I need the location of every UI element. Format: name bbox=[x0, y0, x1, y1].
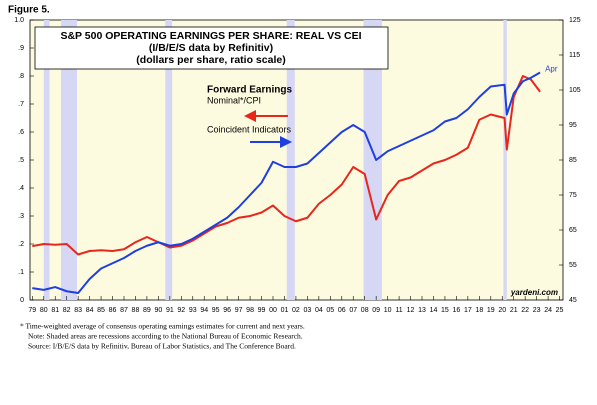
x-tick-label: 96 bbox=[223, 307, 231, 314]
x-tick-label: 14 bbox=[430, 307, 438, 314]
x-tick-label: 20 bbox=[498, 307, 506, 314]
y-tick-label: .8 bbox=[18, 73, 24, 80]
chart-subtitle: (I/B/E/S data by Refinitiv) bbox=[149, 42, 273, 54]
x-tick-label: 15 bbox=[441, 307, 449, 314]
x-tick-label: 79 bbox=[28, 307, 36, 314]
legend-label: Coincident Indicators bbox=[207, 124, 292, 134]
x-tick-label: 01 bbox=[281, 307, 289, 314]
x-tick-label: 19 bbox=[487, 307, 495, 314]
x-tick-label: 92 bbox=[177, 307, 185, 314]
x-tick-label: 81 bbox=[51, 307, 59, 314]
x-tick-label: 99 bbox=[258, 307, 266, 314]
y-tick-label: .5 bbox=[18, 157, 24, 164]
recession-band bbox=[165, 20, 173, 300]
y-tick-label: .2 bbox=[18, 241, 24, 248]
y2-tick-label: 45 bbox=[569, 297, 577, 304]
x-tick-label: 07 bbox=[349, 307, 357, 314]
x-tick-label: 98 bbox=[246, 307, 254, 314]
y-tick-label: .9 bbox=[18, 45, 24, 52]
y2-tick-label: 85 bbox=[569, 157, 577, 164]
x-tick-label: 87 bbox=[120, 307, 128, 314]
source-credit: yardeni.com bbox=[510, 288, 558, 297]
y-tick-label: .6 bbox=[18, 129, 24, 136]
x-tick-label: 03 bbox=[303, 307, 311, 314]
x-tick-label: 16 bbox=[453, 307, 461, 314]
title-box bbox=[34, 26, 389, 70]
x-tick-label: 22 bbox=[521, 307, 529, 314]
x-tick-label: 82 bbox=[63, 307, 71, 314]
x-tick-label: 86 bbox=[109, 307, 117, 314]
x-tick-label: 94 bbox=[200, 307, 208, 314]
recession-band bbox=[43, 20, 50, 300]
x-tick-label: 08 bbox=[361, 307, 369, 314]
footnote: * Time-weighted average of consensus ope… bbox=[20, 322, 305, 331]
x-tick-label: 91 bbox=[166, 307, 174, 314]
y-tick-label: 1.0 bbox=[14, 17, 24, 24]
x-tick-label: 83 bbox=[74, 307, 82, 314]
series-line bbox=[32, 75, 541, 256]
x-tick-label: 80 bbox=[40, 307, 48, 314]
legend-title: Forward Earnings bbox=[207, 85, 292, 96]
x-tick-label: 17 bbox=[464, 307, 472, 314]
x-tick-label: 93 bbox=[189, 307, 197, 314]
y-tick-label: .4 bbox=[18, 185, 24, 192]
y2-tick-label: 125 bbox=[569, 17, 581, 24]
x-tick-label: 85 bbox=[97, 307, 105, 314]
y2-tick-label: 55 bbox=[569, 262, 577, 269]
footnote: Source: I/B/E/S data by Refinitiv, Burea… bbox=[28, 342, 296, 351]
x-tick-label: 97 bbox=[235, 307, 243, 314]
y2-tick-label: 75 bbox=[569, 192, 577, 199]
x-tick-label: 09 bbox=[372, 307, 380, 314]
x-tick-label: 95 bbox=[212, 307, 220, 314]
y-tick-label: 0 bbox=[20, 297, 24, 304]
chart-subtitle: (dollars per share, ratio scale) bbox=[136, 54, 285, 66]
y-tick-label: .7 bbox=[18, 101, 24, 108]
recession-band bbox=[363, 20, 382, 300]
y-tick-label: .3 bbox=[18, 213, 24, 220]
y2-tick-label: 105 bbox=[569, 87, 581, 94]
end-label: Apr bbox=[545, 65, 558, 74]
x-tick-label: 00 bbox=[269, 307, 277, 314]
x-tick-label: 18 bbox=[475, 307, 483, 314]
chart-title: S&P 500 OPERATING EARNINGS PER SHARE: RE… bbox=[60, 30, 361, 42]
x-tick-label: 02 bbox=[292, 307, 300, 314]
x-tick-label: 10 bbox=[384, 307, 392, 314]
x-tick-label: 06 bbox=[338, 307, 346, 314]
x-tick-label: 24 bbox=[544, 307, 552, 314]
x-tick-label: 84 bbox=[86, 307, 94, 314]
x-tick-label: 13 bbox=[418, 307, 426, 314]
x-tick-label: 23 bbox=[533, 307, 541, 314]
legend-label: Nominal*/CPI bbox=[207, 95, 261, 105]
recession-band bbox=[60, 20, 77, 300]
footnote: Note: Shaded areas are recessions accord… bbox=[28, 332, 303, 341]
x-tick-label: 88 bbox=[132, 307, 140, 314]
x-tick-label: 12 bbox=[407, 307, 415, 314]
y2-tick-label: 65 bbox=[569, 227, 577, 234]
x-tick-label: 21 bbox=[510, 307, 518, 314]
y2-tick-label: 95 bbox=[569, 122, 577, 129]
x-tick-label: 90 bbox=[154, 307, 162, 314]
x-tick-label: 89 bbox=[143, 307, 151, 314]
x-tick-label: 04 bbox=[315, 307, 323, 314]
x-tick-label: 11 bbox=[395, 307, 402, 314]
x-tick-label: 05 bbox=[326, 307, 334, 314]
recession-band bbox=[503, 20, 507, 300]
figure-label: Figure 5. bbox=[8, 5, 50, 16]
x-tick-label: 25 bbox=[556, 307, 564, 314]
series-line bbox=[32, 71, 541, 294]
y-tick-label: .1 bbox=[18, 269, 24, 276]
recession-band bbox=[286, 20, 295, 300]
y2-tick-label: 115 bbox=[569, 52, 580, 59]
